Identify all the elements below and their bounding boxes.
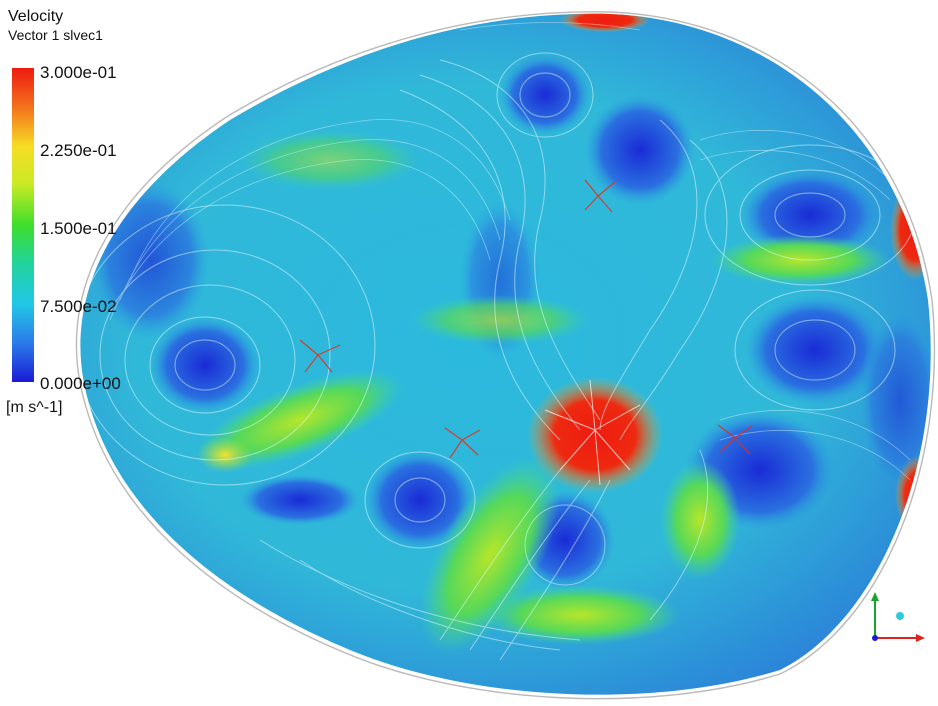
legend-label-max: 3.000e-01 xyxy=(40,63,117,82)
legend-label-4: 7.500e-02 xyxy=(40,297,117,316)
legend-unit: [m s^-1] xyxy=(6,399,63,416)
axis-triad-icon xyxy=(871,592,925,642)
legend-label-2: 2.250e-01 xyxy=(40,141,117,160)
legend-label-min: 0.000e+00 xyxy=(40,374,121,393)
color-legend: Velocity Vector 1 slvec1 3.000e-01 2.250… xyxy=(0,0,210,430)
legend-label-3: 1.500e-01 xyxy=(40,219,117,238)
legend-title: Velocity xyxy=(8,8,64,25)
legend-color-bar xyxy=(12,68,34,382)
legend-subtitle: Vector 1 slvec1 xyxy=(8,27,103,43)
